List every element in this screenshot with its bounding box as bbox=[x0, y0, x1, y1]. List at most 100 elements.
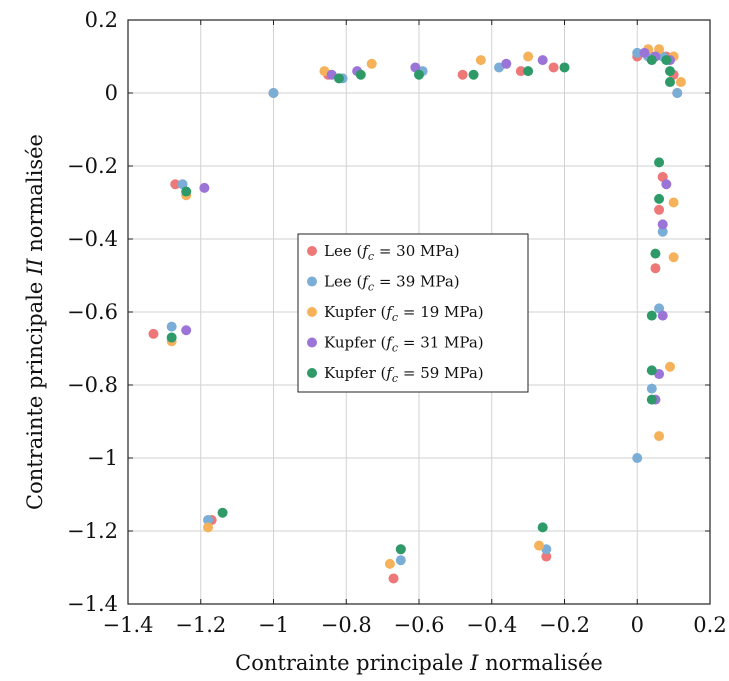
data-point bbox=[468, 69, 479, 80]
data-point bbox=[632, 47, 643, 58]
plot-frame bbox=[127, 19, 711, 605]
data-point bbox=[650, 248, 661, 259]
data-point bbox=[654, 193, 665, 204]
data-point bbox=[675, 77, 686, 88]
x-tick-label: −1 bbox=[258, 613, 289, 637]
y-tick-label: −0.2 bbox=[67, 154, 118, 178]
legend-box bbox=[297, 233, 529, 393]
data-point bbox=[366, 58, 377, 69]
data-point bbox=[559, 62, 570, 73]
data-point bbox=[654, 157, 665, 168]
data-point bbox=[414, 69, 424, 80]
y-tick-label: −0.6 bbox=[67, 300, 118, 324]
data-point bbox=[475, 55, 486, 66]
data-point bbox=[650, 263, 661, 274]
legend-marker bbox=[307, 368, 317, 378]
x-tick-label: −0.8 bbox=[321, 613, 372, 637]
data-point bbox=[355, 69, 366, 80]
legend-label: Lee (fc = 39 MPa) bbox=[324, 273, 460, 294]
data-point bbox=[646, 365, 657, 376]
y-axis-title-before: Contrainte principale bbox=[23, 275, 47, 510]
data-point bbox=[523, 51, 534, 62]
x-tick-label: −1.2 bbox=[175, 613, 226, 637]
data-point bbox=[166, 321, 177, 332]
legend-entry: Kupfer (fc = 59 MPa) bbox=[307, 364, 484, 385]
data-point bbox=[664, 361, 675, 372]
data-point bbox=[664, 66, 675, 77]
legend-marker bbox=[307, 246, 317, 256]
data-point bbox=[668, 197, 679, 208]
legend-entry: Kupfer (fc = 19 MPa) bbox=[307, 303, 484, 324]
y-axis-title-after: normalisée bbox=[23, 134, 47, 258]
y-tick-label: −0.8 bbox=[67, 373, 118, 397]
legend: Lee (fc = 30 MPa) Lee (fc = 39 MPa) Kupfer… bbox=[297, 233, 529, 393]
data-point bbox=[646, 394, 657, 405]
y-tick-label: −1.2 bbox=[67, 519, 118, 543]
data-point bbox=[646, 55, 657, 66]
data-point bbox=[457, 69, 468, 80]
tick-labels: −1.4 −1.2 −1 −0.8 −0.6 −0.4 −0.2 0 0.2 −1.4 −1.2 −1… bbox=[67, 8, 727, 637]
data-point bbox=[181, 325, 192, 336]
data-point bbox=[181, 186, 192, 197]
data-point bbox=[639, 47, 650, 58]
data-point bbox=[646, 310, 657, 321]
data-point bbox=[654, 204, 665, 215]
data-point bbox=[657, 310, 668, 321]
series-5 bbox=[166, 55, 675, 555]
data-point bbox=[646, 383, 657, 394]
data-point bbox=[548, 62, 559, 73]
data-point bbox=[657, 219, 668, 230]
y-axis-title: Contrainte principale II normalisée bbox=[23, 134, 47, 510]
data-point bbox=[199, 182, 210, 193]
data-point bbox=[523, 66, 534, 77]
data-point bbox=[333, 73, 344, 84]
data-point bbox=[534, 540, 545, 551]
x-tick-label: −0.4 bbox=[466, 613, 517, 637]
data-point bbox=[395, 544, 406, 555]
data-point bbox=[148, 328, 159, 339]
legend-label: Lee (fc = 30 MPa) bbox=[324, 242, 460, 263]
x-axis-title-before: Contrainte principale bbox=[235, 651, 470, 675]
x-tick-label: −0.2 bbox=[539, 613, 590, 637]
data-point bbox=[664, 77, 675, 88]
y-tick-label: −0.4 bbox=[67, 227, 118, 251]
data-point bbox=[203, 515, 214, 526]
data-point bbox=[632, 453, 643, 463]
legend-label: Kupfer (fc = 19 MPa) bbox=[324, 303, 484, 324]
data-point bbox=[384, 558, 395, 569]
legend-entry: Kupfer (fc = 31 MPa) bbox=[307, 334, 484, 355]
x-axis-title: Contrainte principale I normalisée bbox=[235, 651, 603, 675]
legend-marker bbox=[307, 337, 317, 348]
data-point bbox=[541, 551, 552, 562]
x-tick-label: 0 bbox=[631, 613, 644, 637]
legend-marker bbox=[307, 307, 317, 317]
x-tick-label: −1.4 bbox=[103, 613, 154, 637]
y-axis-title-var: II bbox=[23, 258, 47, 276]
data-point bbox=[537, 522, 548, 533]
data-point bbox=[668, 252, 679, 263]
legend-entry: Lee (fc = 30 MPa) bbox=[307, 242, 460, 263]
data-point bbox=[395, 555, 406, 566]
data-point bbox=[515, 66, 526, 77]
data-point bbox=[170, 179, 181, 190]
data-point bbox=[203, 522, 214, 533]
data-series bbox=[148, 44, 686, 584]
y-tick-label: 0 bbox=[105, 81, 118, 105]
data-point bbox=[672, 88, 683, 98]
y-tick-label: −1.4 bbox=[67, 592, 118, 616]
data-point bbox=[537, 55, 548, 66]
x-axis-title-after: normalisée bbox=[478, 651, 602, 675]
data-point bbox=[661, 179, 672, 190]
data-point bbox=[661, 55, 672, 66]
y-tick-label: −1 bbox=[87, 446, 118, 470]
legend-entry: Lee (fc = 39 MPa) bbox=[307, 273, 460, 294]
data-point bbox=[268, 88, 279, 98]
data-point bbox=[501, 58, 512, 69]
y-tick-label: 0.2 bbox=[85, 8, 118, 32]
x-axis-title-var: I bbox=[469, 651, 479, 675]
data-point bbox=[166, 332, 177, 343]
legend-label: Kupfer (fc = 59 MPa) bbox=[324, 364, 484, 385]
x-tick-label: 0.2 bbox=[693, 613, 726, 637]
data-point bbox=[654, 431, 665, 442]
